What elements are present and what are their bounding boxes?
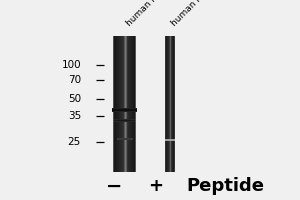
Text: 25: 25 — [68, 137, 81, 147]
Text: Peptide: Peptide — [186, 177, 264, 195]
Text: 35: 35 — [68, 111, 81, 121]
Text: 100: 100 — [61, 60, 81, 70]
Text: 70: 70 — [68, 75, 81, 85]
Text: −: − — [106, 176, 122, 196]
Text: human kidney: human kidney — [169, 0, 222, 28]
Text: +: + — [148, 177, 164, 195]
Text: human kidney: human kidney — [124, 0, 177, 28]
Text: 50: 50 — [68, 94, 81, 104]
